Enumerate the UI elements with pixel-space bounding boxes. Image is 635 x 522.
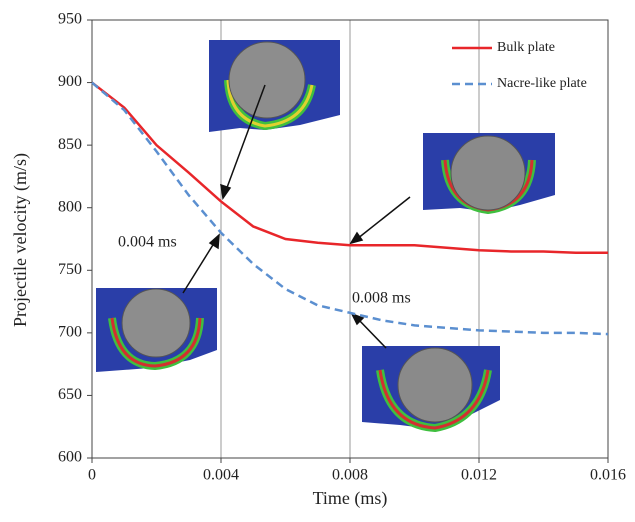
insets [96,40,555,433]
series-line [91,81,609,336]
y-tick-label: 700 [58,324,82,341]
inset-image [423,133,555,215]
inset-image [209,40,340,132]
x-tick-label: 0.004 [203,467,239,484]
x-axis-label: Time (ms) [313,488,388,509]
plot-frame [91,19,609,459]
y-tick-label: 800 [58,198,82,215]
annotation: 0.004 ms [118,234,177,251]
y-axis-label: Projectile velocity (m/s) [10,153,31,327]
inset-image [96,288,217,372]
y-tick-label: 900 [58,73,82,90]
x-tick-label: 0.008 [332,467,368,484]
y-tick-label: 650 [58,386,82,403]
y-tick-label: 750 [58,261,82,278]
series-line [91,81,608,255]
annotation: 0.008 ms [352,290,411,307]
y-tick-label: 850 [58,136,82,153]
x-tick-label: 0.012 [461,467,497,484]
legend-label: Bulk plate [497,40,555,55]
legend-label: Nacre-like plate [497,76,587,91]
y-tick-label: 950 [58,11,82,28]
arrows [182,84,411,349]
y-tick-label: 600 [58,449,82,466]
x-tick-label: 0 [88,467,96,484]
inset-image [362,346,500,433]
x-tick-label: 0.016 [590,467,626,484]
